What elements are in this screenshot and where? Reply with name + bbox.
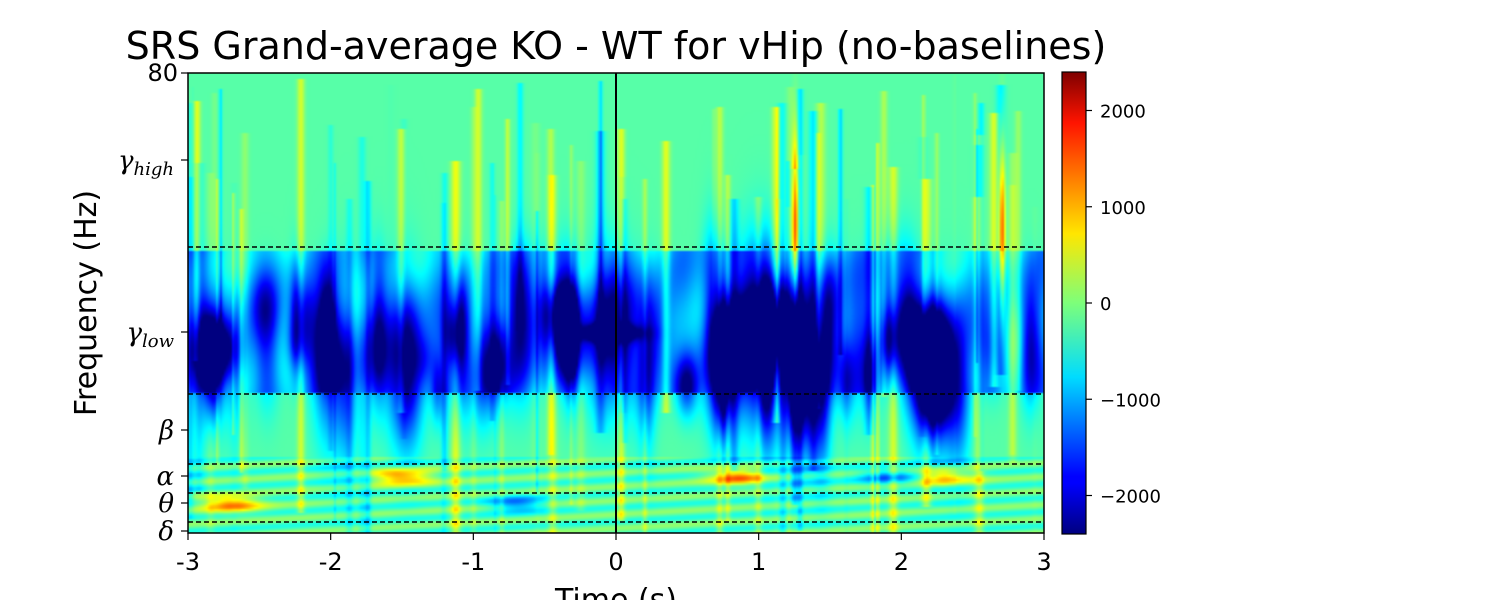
plot-area (187, 72, 1045, 534)
x-tick-label: -2 (319, 548, 343, 576)
x-tick-label: 2 (894, 548, 909, 576)
x-tick-label: 3 (1036, 548, 1051, 576)
x-tick-label: 1 (751, 548, 766, 576)
colorbar-tick-label: 2000 (1100, 102, 1146, 123)
y-band-label-theta: θ (158, 489, 174, 519)
colorbar-ticks: 2000 1000 0 −1000 −2000 (1086, 102, 1161, 508)
chart-title: SRS Grand-average KO - WT for vHip (no-b… (126, 24, 1107, 68)
y-band-label-gamma-high: γhigh (118, 146, 174, 180)
x-tick-label: -3 (176, 548, 200, 576)
colorbar-strip (1061, 71, 1087, 535)
colorbar: 2000 1000 0 −1000 −2000 (1061, 71, 1161, 535)
y-tick-label-top: 80 (147, 59, 178, 87)
colorbar-tick-label: −1000 (1100, 390, 1161, 411)
x-tick-label: 0 (608, 548, 623, 576)
x-axis-label: Time (s) (554, 583, 677, 600)
y-band-label-delta: δ (158, 517, 174, 547)
colorbar-tick-label: −2000 (1100, 487, 1161, 508)
y-band-label-alpha: α (156, 462, 174, 492)
colorbar-tick-label: 1000 (1100, 198, 1146, 219)
y-band-label-beta: β (158, 416, 174, 446)
colorbar-tick-label: 0 (1100, 294, 1111, 315)
y-axis-label: Frequency (Hz) (69, 190, 104, 416)
x-axis-ticks: -3 -2 -1 0 1 2 3 (176, 533, 1052, 576)
x-tick-label: -1 (461, 548, 485, 576)
y-band-label-gamma-low: γlow (126, 318, 174, 352)
